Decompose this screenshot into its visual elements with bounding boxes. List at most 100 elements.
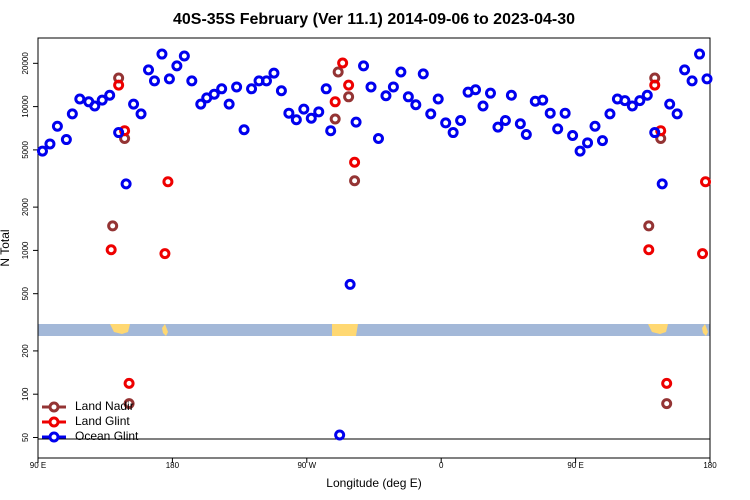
point [537, 94, 549, 106]
point [260, 75, 272, 87]
point [320, 83, 332, 95]
point [634, 95, 646, 107]
point [44, 138, 56, 150]
land-shape [702, 324, 708, 336]
point [135, 108, 147, 120]
point [178, 50, 190, 62]
point [344, 278, 356, 290]
point [656, 178, 668, 190]
point [552, 123, 564, 135]
point [358, 60, 370, 72]
point [679, 64, 691, 76]
point [697, 248, 709, 260]
x-tick-label: 180 [703, 461, 717, 470]
point [350, 116, 362, 128]
ocean-band [38, 324, 710, 336]
land-shape [162, 324, 168, 336]
point [186, 75, 198, 87]
point [477, 100, 489, 112]
point [492, 121, 504, 133]
point [148, 75, 160, 87]
y-tick-label: 20000 [21, 52, 30, 75]
point [582, 137, 594, 149]
point [649, 127, 661, 139]
point [163, 73, 175, 85]
point [343, 79, 355, 91]
point [325, 125, 337, 137]
point [567, 129, 579, 141]
point [143, 64, 155, 76]
point [74, 93, 86, 105]
point [332, 66, 344, 78]
legend-label: Land Nadir [75, 399, 134, 413]
point [334, 429, 346, 441]
point [223, 98, 235, 110]
y-tick-label: 50 [21, 432, 30, 441]
point [701, 73, 713, 85]
point [36, 145, 48, 157]
y-tick-label: 500 [21, 286, 30, 300]
point [432, 93, 444, 105]
x-tick-label: 90 E [30, 461, 46, 470]
point [387, 81, 399, 93]
point [686, 75, 698, 87]
point [559, 107, 571, 119]
point [51, 120, 63, 132]
point [484, 87, 496, 99]
point [105, 244, 117, 256]
point [329, 96, 341, 108]
point [349, 156, 361, 168]
point [372, 133, 384, 145]
x-axis-title: Longitude (deg E) [326, 476, 421, 490]
point [661, 398, 673, 410]
point [641, 89, 653, 101]
point [128, 98, 140, 110]
point [120, 178, 132, 190]
point [440, 117, 452, 129]
point [208, 88, 220, 100]
legend-marker [48, 401, 60, 413]
point [107, 220, 119, 232]
point [544, 107, 556, 119]
point [298, 103, 310, 115]
point [313, 106, 325, 118]
point [238, 124, 250, 136]
point [700, 176, 712, 188]
point [380, 90, 392, 102]
point [455, 115, 467, 127]
point [337, 57, 349, 69]
x-tick-label: 90 E [567, 461, 583, 470]
y-tick-label: 200 [21, 344, 30, 358]
map-strip [38, 324, 710, 336]
land-shape [648, 324, 668, 334]
point [162, 176, 174, 188]
point [275, 85, 287, 97]
point [643, 244, 655, 256]
legend-label: Land Glint [75, 414, 130, 428]
y-tick-label: 5000 [21, 140, 30, 158]
point [290, 114, 302, 126]
point [104, 89, 116, 101]
point [514, 118, 526, 130]
point [402, 91, 414, 103]
point [649, 79, 661, 91]
point [123, 377, 135, 389]
point [589, 120, 601, 132]
point [343, 91, 355, 103]
x-tick-label: 0 [439, 461, 444, 470]
chart-title: 40S-35S February (Ver 11.1) 2014-09-06 t… [173, 11, 575, 28]
point [410, 99, 422, 111]
point [664, 98, 676, 110]
point [604, 108, 616, 120]
point [96, 94, 108, 106]
land-shape [110, 324, 130, 334]
point [626, 100, 638, 112]
point [246, 83, 258, 95]
point [216, 83, 228, 95]
point [268, 67, 280, 79]
point [499, 115, 511, 127]
point [505, 89, 517, 101]
point [619, 95, 631, 107]
point [470, 84, 482, 96]
